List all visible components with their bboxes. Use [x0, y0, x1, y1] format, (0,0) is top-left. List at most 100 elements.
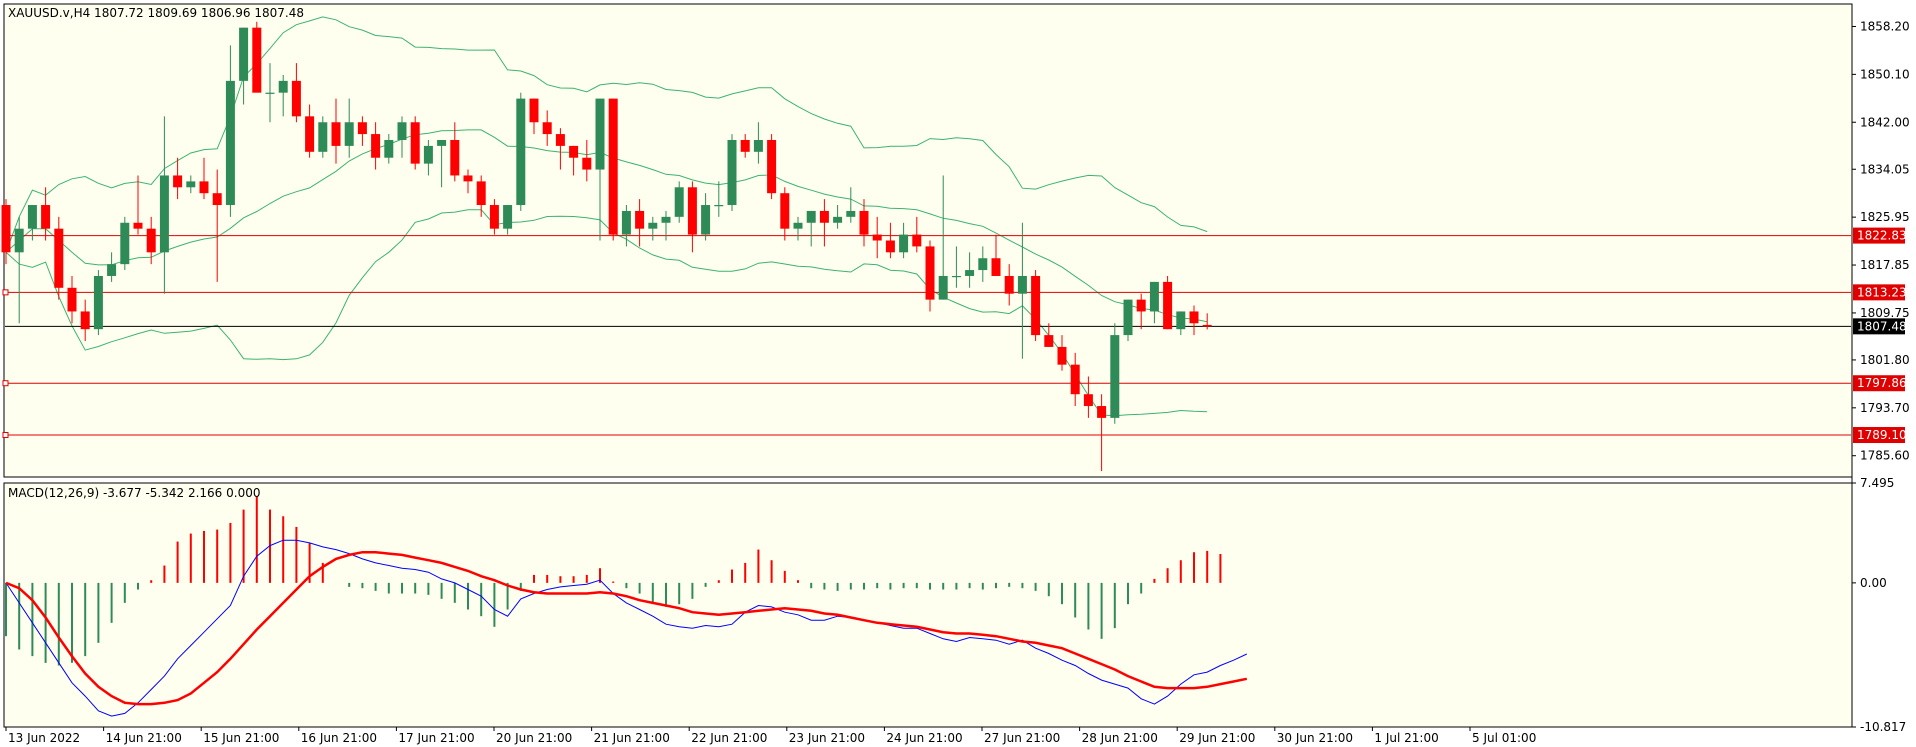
macd-layer [5, 496, 1248, 717]
price-panel[interactable] [3, 3, 1853, 478]
candle-body [239, 27, 249, 81]
candle-body [925, 246, 935, 300]
candle-body [727, 139, 737, 206]
candle-body [173, 175, 183, 188]
candle-body [661, 216, 671, 223]
candle-body [318, 122, 328, 152]
candle-body [476, 181, 486, 206]
candle-body [27, 205, 37, 229]
bollinger-lower-line [5, 209, 1208, 417]
candle-body [159, 175, 169, 253]
candle-body [806, 210, 816, 223]
candle-body [463, 175, 473, 182]
time-tick-label: 1 Jul 21:00 [1374, 731, 1438, 745]
candle-body [635, 210, 645, 229]
candle-body [859, 210, 869, 235]
candle-body [621, 210, 631, 235]
level-handle[interactable] [2, 432, 9, 439]
candle-body [212, 193, 222, 206]
candle-body [54, 228, 64, 288]
time-tick-label: 28 Jun 21:00 [1082, 731, 1158, 745]
candle-body [252, 27, 262, 93]
candle-body [14, 228, 24, 253]
candle-body [225, 80, 235, 206]
candle-body [608, 98, 618, 235]
candle-body [1004, 275, 1014, 294]
candle-body [1017, 275, 1027, 294]
time-tick-label: 24 Jun 21:00 [886, 731, 962, 745]
time-tick-label: 20 Jun 21:00 [496, 731, 572, 745]
candle-body [384, 139, 394, 158]
level-price-tag-label: 1797.86 [1857, 376, 1907, 390]
price-tick-label: 1809.75 [1860, 306, 1910, 320]
time-tick-label: 17 Jun 21:00 [398, 731, 474, 745]
price-tick-label: 1793.70 [1860, 401, 1910, 415]
macd-tick-label: -10.817 [1860, 720, 1906, 734]
price-tick-label: 1817.85 [1860, 258, 1910, 272]
candle-body [1057, 346, 1067, 365]
macd-line [5, 539, 1248, 717]
candle-body [582, 157, 592, 170]
candle-body [344, 122, 354, 146]
candle-body [1123, 299, 1133, 336]
candle-body [305, 116, 315, 152]
candle-body [885, 240, 895, 253]
level-handle[interactable] [2, 380, 9, 387]
candle-body [542, 122, 552, 135]
macd-info-text: MACD(12,26,9) -3.677 -5.342 2.166 0.000 [8, 486, 260, 500]
price-tick-label: 1834.05 [1860, 162, 1910, 176]
candle-body [965, 270, 975, 276]
candle-body [516, 98, 526, 206]
candle-body [938, 275, 948, 300]
candle-body [819, 210, 829, 223]
candle-body [186, 181, 196, 188]
price-tick-label: 1825.95 [1860, 210, 1910, 224]
candle-body [1202, 324, 1212, 327]
level-price-tag [1853, 427, 1905, 444]
candle-body [714, 205, 724, 207]
candle-body [423, 145, 433, 164]
candle-body [674, 187, 684, 217]
candle-body [846, 210, 856, 217]
level-handle[interactable] [2, 289, 9, 296]
time-tick-label: 16 Jun 21:00 [301, 731, 377, 745]
candle-body [1136, 299, 1146, 312]
candle-body [833, 216, 843, 223]
macd-tick-label: 7.495 [1860, 476, 1894, 490]
candle-body [133, 222, 143, 229]
level-price-tag-label: 1813.23 [1857, 285, 1907, 299]
candle-body [1110, 335, 1120, 418]
time-tick-label: 29 Jun 21:00 [1179, 731, 1255, 745]
candle-body [1070, 364, 1080, 395]
candle-body [740, 139, 750, 152]
time-tick-label: 21 Jun 21:00 [594, 731, 670, 745]
candle-body [899, 234, 909, 253]
macd-panel[interactable] [3, 482, 1853, 728]
candle-body [80, 311, 90, 330]
time-tick-label: 5 Jul 01:00 [1472, 731, 1536, 745]
candle-body [978, 258, 988, 271]
candle-body [780, 193, 790, 229]
candle-body [1031, 275, 1041, 336]
candle-body [450, 139, 460, 176]
level-price-tag-label: 1822.83 [1857, 229, 1907, 243]
price-tick-label: 1858.20 [1860, 19, 1910, 33]
level-price-tag [1853, 284, 1905, 301]
level-price-tag-label: 1789.10 [1857, 428, 1907, 442]
candle-body [529, 98, 539, 123]
time-tick-label: 15 Jun 21:00 [203, 731, 279, 745]
time-tick-label: 23 Jun 21:00 [789, 731, 865, 745]
candle-body [1176, 311, 1186, 330]
symbol-info-text: XAUUSD.v,H4 1807.72 1809.69 1806.96 1807… [8, 6, 304, 20]
candle-body [1163, 281, 1173, 330]
candle-body [767, 139, 777, 194]
candle-body [1, 205, 11, 253]
candle-body [1083, 394, 1093, 407]
time-tick-label: 14 Jun 21:00 [106, 731, 182, 745]
price-layer [1, 16, 1851, 472]
current-price-tag [1853, 318, 1905, 335]
candle-body [701, 205, 711, 235]
time-tick-label: 30 Jun 21:00 [1277, 731, 1353, 745]
axis-layer: 1822.83 1813.23 1797.86 1789.10 1807.48 1858.… [5, 19, 1910, 745]
